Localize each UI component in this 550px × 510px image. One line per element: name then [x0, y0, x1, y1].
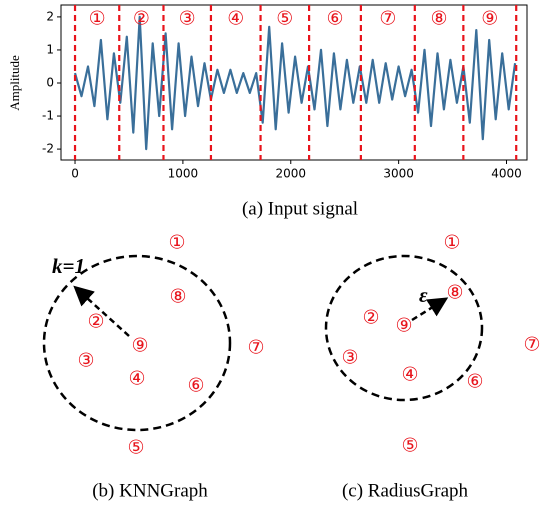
caption: (b) KNNGraph	[92, 480, 208, 501]
node-label: ⑨	[131, 335, 148, 357]
radius-circle	[324, 254, 484, 402]
x-tick-label: 1000	[168, 167, 199, 181]
signal-line	[73, 15, 517, 151]
caption: (c) RadiusGraph	[342, 480, 469, 501]
y-axis-label: Amplitude	[7, 55, 22, 111]
node-label: ⑦	[247, 337, 264, 359]
x-tick-label: 3000	[383, 167, 414, 181]
y-tick-label: 0	[46, 75, 54, 89]
node-label: ①	[443, 232, 460, 254]
node-label: ④	[128, 368, 145, 390]
node-label: ⑤	[127, 437, 144, 459]
node-label: ⑤	[401, 435, 418, 457]
segment-label: ⑥	[326, 8, 343, 30]
radius-arrow	[411, 297, 449, 322]
node-label: ②	[87, 311, 104, 333]
node-label: ⑦	[523, 334, 540, 356]
segment-label: ⑦	[379, 8, 396, 30]
y-tick-label: 2	[46, 9, 54, 23]
segment-label: ①	[89, 8, 106, 30]
knn-parameter: k=1	[52, 254, 85, 278]
node-label: ②	[362, 307, 379, 329]
segment-label: ②	[133, 8, 150, 30]
node-label: ③	[77, 350, 94, 372]
node-label: ③	[341, 347, 358, 369]
node-label: ①	[168, 232, 185, 254]
segment-label: ④	[227, 8, 244, 30]
y-tick-label: -1	[42, 109, 54, 123]
node-label: ⑥	[187, 375, 204, 397]
segment-label: ⑧	[431, 8, 448, 30]
node-label: ⑧	[446, 282, 463, 304]
segment-label: ⑨	[481, 8, 498, 30]
segment-label: ⑤	[276, 8, 293, 30]
node-label: ④	[401, 364, 418, 386]
knn-circle	[42, 254, 232, 432]
node-label: ⑥	[466, 371, 483, 393]
node-label: ⑨	[395, 315, 412, 337]
x-tick-label: 0	[71, 167, 79, 181]
segment-label: ③	[179, 8, 196, 30]
caption: (a) Input signal	[242, 198, 358, 219]
knn-arrow	[73, 285, 130, 337]
x-tick-label: 2000	[275, 167, 306, 181]
y-tick-label: 1	[46, 42, 54, 56]
radius-parameter: ε	[419, 283, 428, 307]
node-label: ⑧	[169, 286, 186, 308]
x-tick-label: 4000	[491, 167, 522, 181]
y-tick-label: -2	[42, 142, 54, 156]
